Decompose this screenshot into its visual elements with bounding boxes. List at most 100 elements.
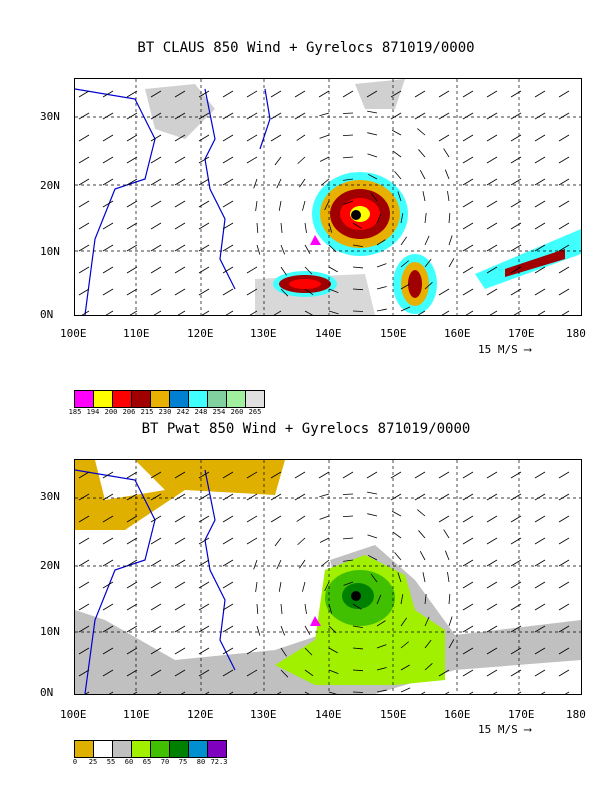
gyre-center-marker xyxy=(351,210,361,220)
coastline xyxy=(204,88,236,290)
lat-label: 10N xyxy=(40,625,60,638)
colorbar-swatch xyxy=(189,741,208,757)
wind-vector xyxy=(222,200,234,208)
wind-vector xyxy=(198,603,210,611)
wind-vector xyxy=(417,128,426,136)
wind-vector xyxy=(376,239,386,246)
wind-vector xyxy=(324,200,330,211)
gyre-location-marker xyxy=(310,235,321,245)
wind-vector xyxy=(222,244,234,252)
wind-vector xyxy=(222,266,234,274)
claus-map-panel xyxy=(74,78,582,316)
wind-vector xyxy=(486,178,498,186)
pwat-region xyxy=(95,460,165,500)
wind-vector xyxy=(400,687,411,693)
wind-vector xyxy=(486,537,498,545)
wind-vector xyxy=(222,112,234,120)
wind-vector xyxy=(246,515,258,523)
wind-vector xyxy=(270,90,282,98)
wind-vector xyxy=(352,310,364,312)
colorbar-label: 206 xyxy=(122,408,136,416)
colorbar-label: 200 xyxy=(104,408,118,416)
wind-vector xyxy=(448,235,453,246)
wind-vector xyxy=(180,691,186,694)
wind-vector xyxy=(126,493,138,501)
wind-vector xyxy=(222,537,234,545)
wind-vector xyxy=(198,625,210,633)
wind-vector xyxy=(441,310,450,315)
wind-vector xyxy=(102,134,114,142)
wind-vector xyxy=(276,178,282,189)
colorbar-label: 254 xyxy=(212,408,226,416)
wind-vector xyxy=(462,222,474,230)
wind-vector xyxy=(174,178,186,186)
wind-vector xyxy=(376,594,382,605)
wind-vector xyxy=(294,112,306,120)
wind-vector xyxy=(177,310,186,315)
wind-vector xyxy=(424,213,427,224)
lon-label: 100E xyxy=(60,327,87,340)
wind-vector xyxy=(558,515,570,523)
wind-vector xyxy=(174,266,186,274)
wind-vector xyxy=(78,266,90,274)
wind-vector xyxy=(422,191,426,202)
wind-vector xyxy=(198,112,210,120)
wind-vector xyxy=(328,244,337,253)
wind-vector xyxy=(367,132,378,136)
colorbar-label: 230 xyxy=(158,408,172,416)
wind-vector xyxy=(534,581,546,589)
wind-vector xyxy=(102,515,114,523)
wind-vector xyxy=(392,531,402,539)
wind-vector xyxy=(174,471,186,479)
gyre-center-marker xyxy=(351,591,361,601)
coastline xyxy=(259,88,271,150)
wind-vector xyxy=(299,178,306,188)
wind-vector xyxy=(253,178,258,189)
wind-vector xyxy=(400,664,410,671)
lon-label: 110E xyxy=(123,327,150,340)
wind-vector xyxy=(534,266,546,274)
wind-vector xyxy=(342,134,354,137)
colorbar-label: 75 xyxy=(178,758,188,766)
wind-vector xyxy=(278,581,282,592)
wind-vector xyxy=(304,244,311,254)
wind-vector xyxy=(304,222,307,233)
wind-vector xyxy=(448,639,455,649)
wind-vector xyxy=(150,581,162,589)
wind-vector xyxy=(534,178,546,186)
coastline xyxy=(204,469,236,671)
wind-vector xyxy=(486,244,498,252)
wind-vector xyxy=(462,603,474,611)
colorbar-swatch xyxy=(189,391,208,407)
wind-vector xyxy=(256,603,259,615)
wind-vector xyxy=(102,222,114,230)
wind-vector xyxy=(174,200,186,208)
wind-vector xyxy=(132,691,138,694)
wind-vector xyxy=(510,266,522,274)
wind-vector xyxy=(558,266,570,274)
wind-vector xyxy=(102,537,114,545)
wind-vector xyxy=(150,537,162,545)
wind-vector xyxy=(438,669,450,677)
wind-vector xyxy=(246,90,258,98)
wind-vector xyxy=(462,90,474,98)
wind-vector xyxy=(443,529,450,539)
lon-label: 170E xyxy=(508,708,535,721)
wind-vector xyxy=(534,559,546,567)
wind-vector xyxy=(270,515,282,523)
lon-label: 130E xyxy=(250,708,277,721)
wind-vector xyxy=(302,581,306,592)
lon-label: 150E xyxy=(380,327,407,340)
wind-vector xyxy=(319,156,330,162)
wind-vector xyxy=(367,153,378,158)
wind-vector xyxy=(444,550,450,561)
wind-vector xyxy=(462,134,474,142)
wind-vector xyxy=(424,594,427,605)
wind-vector xyxy=(201,310,210,315)
wind-vector xyxy=(174,112,186,120)
wind-vector xyxy=(424,616,430,627)
wind-vector xyxy=(492,691,498,694)
wind-vector xyxy=(352,691,364,693)
wind-vector xyxy=(510,559,522,567)
wind-vector xyxy=(126,222,138,230)
